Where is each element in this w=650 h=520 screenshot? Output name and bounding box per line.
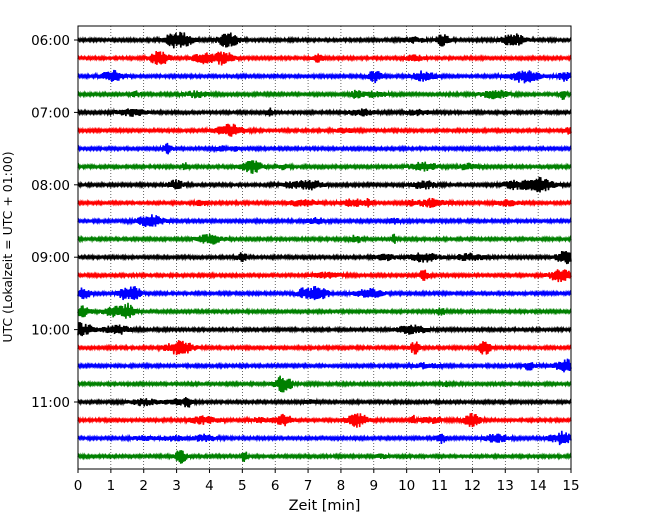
seismic-trace [77,51,572,66]
seismic-trace [77,69,572,84]
seismic-trace [77,302,572,319]
x-axis-label: Zeit [min] [289,498,361,514]
y-tick-label: 06:00 [31,33,70,49]
x-tick-label: 5 [238,478,247,494]
seismic-trace [77,396,572,408]
y-tick-label: 09:00 [31,250,70,266]
x-tick-label: 4 [205,478,214,494]
seismic-trace [77,340,572,356]
y-tick-label: 10:00 [31,323,70,339]
seismic-trace [77,107,572,118]
seismic-trace [77,413,572,428]
x-tick-label: 9 [370,478,379,494]
x-tick-label: 12 [464,478,481,494]
x-tick-label: 15 [562,478,579,494]
y-axis: 06:00 07:00 08:00 09:00 10:00 11:00 [31,33,78,411]
seismic-trace [77,285,572,301]
y-tick-label: 08:00 [31,178,70,194]
seismic-trace [77,233,572,245]
x-tick-label: 8 [337,478,346,494]
y-tick-label: 11:00 [31,395,70,411]
trace-group [77,31,572,464]
seismic-trace [77,450,572,464]
seismic-trace [77,358,572,373]
x-tick-label: 2 [139,478,148,494]
seismic-trace [77,160,572,174]
y-axis-label: UTC (Lokalzeit = UTC + 01:00) [0,151,15,342]
x-tick-label: 13 [497,478,514,494]
seismic-trace [77,269,572,283]
x-tick-label: 11 [431,478,448,494]
seismic-trace [77,142,572,155]
seismic-trace [77,430,572,446]
seismic-trace [77,197,572,208]
x-tick-label: 7 [304,478,313,494]
x-tick-label: 0 [74,478,83,494]
x-axis: 0 1 2 3 4 5 6 7 8 9 10 11 12 13 14 15 [74,469,580,494]
x-tick-label: 6 [271,478,280,494]
seismic-trace [77,322,572,337]
vertical-grid [110,26,539,469]
x-tick-label: 3 [172,478,181,494]
x-tick-label: 1 [107,478,116,494]
seismic-trace [77,250,572,265]
seismic-trace [77,176,572,193]
seismic-trace [77,214,572,228]
plot-frame [77,25,572,470]
seismic-trace [77,375,572,393]
seismic-trace [77,31,572,49]
x-tick-label: 10 [398,478,415,494]
seismic-trace [77,89,572,101]
x-tick-label: 14 [530,478,547,494]
y-tick-label: 07:00 [31,105,70,121]
seismic-trace [77,123,572,137]
